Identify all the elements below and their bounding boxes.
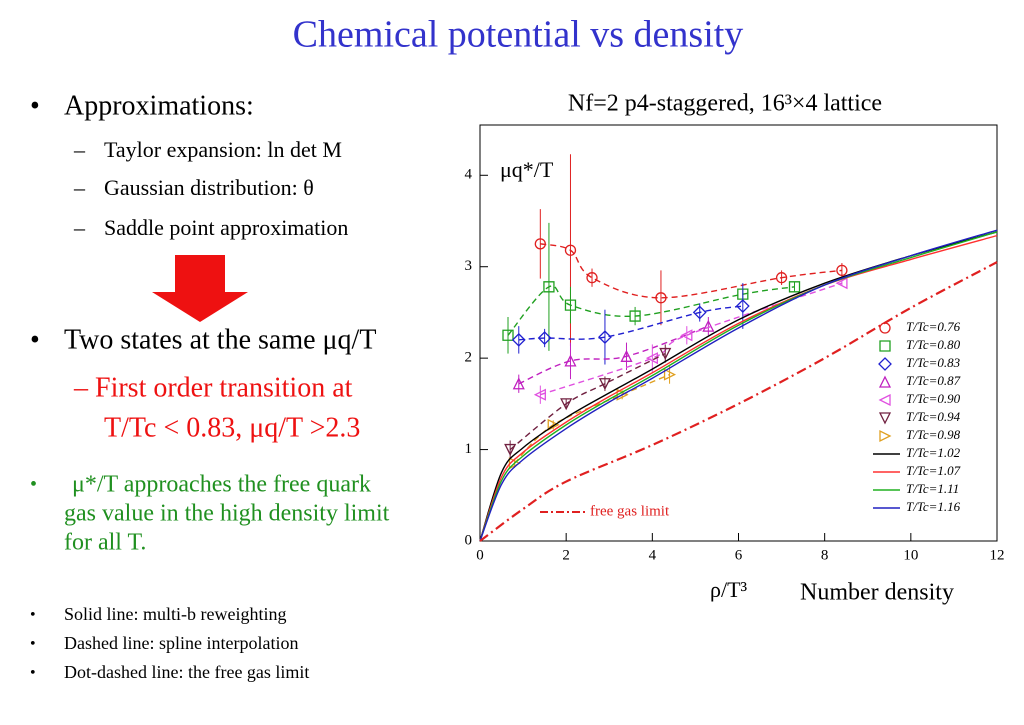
data-point: [564, 354, 577, 367]
legend-label: T/Tc=1.07: [906, 463, 961, 478]
bullet-dot: •: [30, 636, 36, 653]
green-bullet: for all T.: [64, 530, 146, 556]
legend-swatch: [879, 322, 891, 334]
slide-title: Chemical potential vs density: [293, 14, 744, 56]
y-axis-label: μq*/T: [500, 157, 554, 182]
data-point: [547, 418, 560, 431]
x-tick-label: 10: [903, 547, 918, 563]
series-line: [513, 373, 670, 464]
series-line: [507, 285, 795, 336]
data-point: [788, 281, 801, 293]
x-axis-label: ρ/T³: [710, 577, 748, 602]
legend-label: T/Tc=0.94: [906, 409, 961, 424]
data-point: [598, 378, 611, 391]
arrow: [152, 255, 248, 322]
legend-swatch: [878, 393, 891, 407]
sub-bullet: – First order transition at: [73, 372, 353, 403]
legend-label: T/Tc=0.80: [906, 337, 961, 352]
legend-label: T/Tc=0.98: [906, 427, 961, 442]
green-bullet: gas value in the high density limit: [64, 501, 390, 527]
x-tick-label: 6: [735, 547, 743, 563]
sub-bullet: Gaussian distribution: θ: [104, 175, 314, 200]
data-point: [737, 288, 749, 300]
legend-label: T/Tc=0.87: [906, 373, 961, 388]
legend-label: T/Tc=1.11: [906, 481, 959, 496]
legend-label: T/Tc=1.16: [906, 499, 961, 514]
data-point: [564, 244, 577, 256]
data-point: [663, 368, 677, 381]
legend-label: T/Tc=0.90: [906, 391, 961, 406]
data-point: [533, 388, 546, 401]
data-point: [543, 281, 555, 293]
series-line: [518, 305, 743, 341]
x-tick-label: 4: [649, 547, 657, 563]
series-line: [479, 234, 998, 542]
legend-label: T/Tc=0.76: [906, 319, 961, 334]
legend-swatch: [878, 375, 892, 388]
series-line: [479, 261, 998, 542]
sub-bullet: Taylor expansion: ln det M: [104, 137, 342, 162]
sub-bullet: T/Tc < 0.83, μq/T >2.3: [104, 412, 360, 443]
data-point: [504, 443, 517, 457]
data-point: [629, 310, 641, 322]
series-line: [479, 231, 998, 542]
bullet-dot: •: [30, 90, 40, 121]
bullet: Two states at the same μq/T: [64, 324, 376, 355]
bullet-dot: •: [30, 665, 36, 682]
note: Solid line: multi-b reweighting: [64, 604, 286, 624]
legend-swatch: [879, 429, 892, 443]
data-point: [659, 347, 672, 361]
annotation: Number density: [800, 580, 954, 606]
bullet-dot: •: [30, 607, 36, 624]
data-point: [836, 264, 848, 277]
note: Dot-dashed line: the free gas limit: [64, 662, 309, 682]
data-point: [775, 272, 788, 284]
x-tick-label: 8: [821, 547, 829, 563]
x-tick-label: 12: [990, 547, 1005, 563]
bullet-dot: •: [30, 324, 40, 355]
legend-swatch: [878, 357, 892, 371]
green-bullet: μ*/T approaches the free quark: [72, 472, 371, 498]
series-line: [540, 243, 842, 299]
data-point: [534, 238, 546, 250]
series-line: [509, 352, 666, 451]
data-point: [620, 349, 633, 362]
y-tick-label: 2: [465, 350, 473, 366]
legend-swatch: [878, 412, 892, 425]
data-point: [680, 329, 693, 342]
data-point: [560, 398, 573, 411]
legend-label: T/Tc=1.02: [906, 445, 961, 460]
bullet: Approximations:: [64, 90, 254, 121]
data-point: [835, 277, 848, 290]
legend-label: free gas limit: [590, 503, 670, 519]
data-point: [586, 272, 598, 284]
legend-label: T/Tc=0.83: [906, 355, 961, 370]
data-point: [512, 377, 525, 390]
y-tick-label: 3: [465, 258, 473, 274]
sub-dash: –: [73, 137, 86, 162]
data-point: [655, 292, 667, 304]
legend-swatch: [879, 340, 891, 352]
x-tick-label: 0: [476, 547, 484, 563]
sub-dash: –: [73, 175, 86, 200]
y-tick-label: 4: [465, 167, 473, 183]
note: Dashed line: spline interpolation: [64, 633, 298, 653]
series-line: [479, 229, 998, 542]
sub-bullet: Saddle point approximation: [104, 215, 348, 240]
data-point: [735, 299, 750, 313]
data-point: [692, 305, 707, 320]
data-point: [564, 299, 577, 311]
bullet-dot: •: [30, 474, 37, 496]
chart-title: Nf=2 p4-staggered, 16³×4 lattice: [568, 91, 882, 117]
data-point: [511, 332, 526, 347]
sub-dash: –: [73, 215, 86, 240]
data-point: [537, 331, 552, 345]
x-tick-label: 2: [562, 547, 570, 563]
data-point: [598, 330, 612, 345]
y-tick-label: 0: [465, 532, 473, 548]
series-line: [540, 282, 843, 396]
y-tick-label: 1: [465, 441, 473, 457]
